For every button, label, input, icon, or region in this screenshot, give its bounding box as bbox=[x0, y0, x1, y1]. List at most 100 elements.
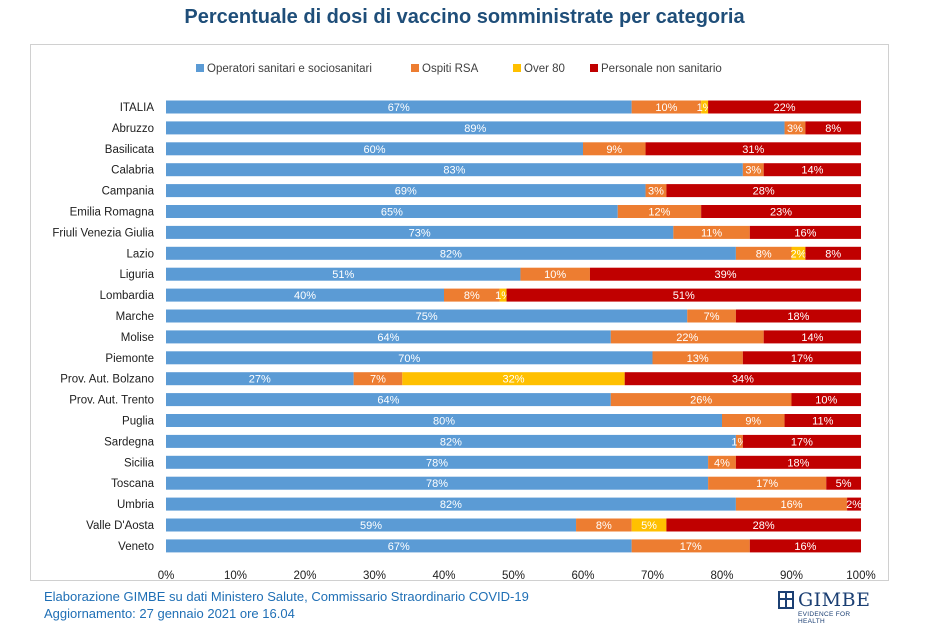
data-label: 9% bbox=[745, 416, 761, 428]
data-label: 80% bbox=[433, 416, 455, 428]
bar-segment bbox=[763, 330, 861, 344]
bar-segment bbox=[708, 455, 736, 469]
data-label: 82% bbox=[440, 248, 462, 260]
x-tick-label: 80% bbox=[710, 570, 733, 582]
legend-label: Ospiti RSA bbox=[422, 63, 479, 75]
bar-segment bbox=[805, 121, 861, 135]
bar-segment bbox=[735, 455, 861, 469]
gimbe-logo: GIMBE EVIDENCE FOR HEALTH bbox=[774, 588, 874, 625]
data-label: 67% bbox=[388, 102, 410, 114]
data-label: 51% bbox=[673, 290, 695, 302]
data-label: 26% bbox=[690, 395, 712, 407]
bar-segment bbox=[645, 184, 667, 198]
data-label: 64% bbox=[377, 395, 399, 407]
data-label: 51% bbox=[332, 269, 354, 281]
category-label: Lombardia bbox=[100, 290, 155, 302]
bar-segment bbox=[763, 163, 861, 177]
bar-segment bbox=[499, 288, 507, 302]
data-label: 31% bbox=[742, 144, 764, 156]
category-label: Liguria bbox=[119, 269, 154, 281]
bar-segment bbox=[166, 455, 709, 469]
data-label: 16% bbox=[780, 499, 802, 511]
bar-segment bbox=[506, 288, 861, 302]
data-label: 17% bbox=[791, 353, 813, 365]
category-label: Friuli Venezia Giulia bbox=[52, 227, 154, 239]
bar-segment bbox=[610, 330, 764, 344]
category-label: Prov. Aut. Bolzano bbox=[60, 374, 154, 386]
bar-segment bbox=[166, 476, 709, 490]
data-label: 75% bbox=[416, 311, 438, 323]
data-label: 82% bbox=[440, 499, 462, 511]
category-label: Veneto bbox=[118, 541, 154, 553]
bar-segment bbox=[735, 497, 848, 511]
category-label: ITALIA bbox=[120, 102, 155, 114]
data-label: 83% bbox=[443, 165, 465, 177]
bar-segment bbox=[847, 497, 861, 511]
data-label: 11% bbox=[812, 416, 833, 428]
bar-segment bbox=[687, 309, 736, 323]
data-label: 12% bbox=[648, 207, 670, 219]
x-tick-label: 50% bbox=[502, 570, 525, 582]
category-label: Sicilia bbox=[124, 457, 155, 469]
data-label: 23% bbox=[770, 207, 792, 219]
data-label: 13% bbox=[687, 353, 709, 365]
data-label: 4% bbox=[714, 457, 730, 469]
page-title: Percentuale di dosi di vaccino somminist… bbox=[184, 6, 745, 28]
legend-label: Personale non sanitario bbox=[601, 63, 722, 75]
bar-segment bbox=[166, 184, 646, 198]
bar-segment bbox=[166, 121, 785, 135]
bar-segment bbox=[722, 414, 785, 427]
bar-segment bbox=[353, 372, 403, 386]
category-label: Toscana bbox=[111, 478, 154, 490]
data-label: 2% bbox=[790, 248, 806, 260]
data-label: 8% bbox=[756, 248, 772, 260]
category-label: Umbria bbox=[117, 499, 155, 511]
x-tick-label: 90% bbox=[780, 570, 803, 582]
category-label: Lazio bbox=[127, 248, 155, 260]
data-label: 8% bbox=[825, 248, 841, 260]
bar-segment bbox=[166, 351, 653, 365]
data-label: 3% bbox=[648, 186, 664, 198]
bar-segment bbox=[166, 142, 583, 156]
bar-segment bbox=[166, 414, 722, 427]
data-label: 8% bbox=[596, 520, 612, 532]
data-label: 7% bbox=[704, 311, 720, 323]
data-label: 65% bbox=[381, 207, 403, 219]
data-label: 7% bbox=[370, 374, 386, 386]
bar-segment bbox=[617, 205, 702, 218]
x-tick-label: 40% bbox=[432, 570, 455, 582]
data-label: 5% bbox=[836, 478, 852, 490]
x-tick-label: 20% bbox=[293, 570, 316, 582]
bar-segment bbox=[645, 142, 861, 156]
data-label: 60% bbox=[363, 144, 385, 156]
x-tick-label: 60% bbox=[571, 570, 594, 582]
footer-update: Aggiornamento: 27 gennaio 2021 ore 16.04 bbox=[44, 606, 295, 621]
bar-segment bbox=[742, 163, 764, 177]
bar-segment bbox=[749, 539, 861, 553]
bar-segment bbox=[166, 539, 632, 553]
bar-segment bbox=[805, 246, 861, 260]
data-label: 64% bbox=[377, 332, 399, 344]
bar-segment bbox=[576, 518, 632, 532]
data-label: 89% bbox=[464, 123, 486, 135]
bar-segment bbox=[589, 267, 861, 281]
x-tick-label: 100% bbox=[846, 570, 875, 582]
bar-segment bbox=[166, 288, 444, 302]
bar-segment bbox=[708, 100, 861, 114]
bar-segment bbox=[735, 246, 792, 260]
bar-segment bbox=[735, 434, 743, 448]
bar-segment bbox=[791, 393, 861, 407]
x-tick-label: 0% bbox=[158, 570, 175, 582]
bar-segment bbox=[166, 246, 736, 260]
bar-segment bbox=[402, 372, 625, 386]
bar-segment bbox=[166, 309, 688, 323]
bar-segment bbox=[673, 225, 750, 239]
bar-segment bbox=[631, 539, 750, 553]
bar-segment bbox=[749, 225, 861, 239]
data-label: 10% bbox=[655, 102, 677, 114]
data-label: 3% bbox=[787, 123, 803, 135]
logo-name: GIMBE bbox=[798, 589, 871, 611]
data-label: 27% bbox=[249, 374, 271, 386]
data-label: 34% bbox=[732, 374, 754, 386]
